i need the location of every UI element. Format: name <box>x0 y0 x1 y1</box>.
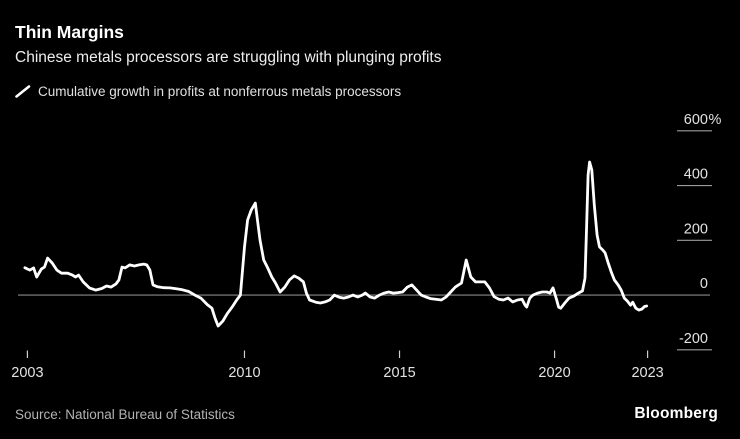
chart-subtitle: Chinese metals processors are struggling… <box>15 48 442 66</box>
chart-title: Thin Margins <box>15 22 124 42</box>
legend-label: Cumulative growth in profits at nonferro… <box>38 84 402 99</box>
x-axis-label: 2010 <box>228 365 260 381</box>
x-axis-label: 2020 <box>538 365 570 381</box>
x-axis-label: 2023 <box>631 365 663 381</box>
bloomberg-logo: Bloomberg <box>634 405 718 422</box>
y-axis-label: -200 <box>679 331 708 347</box>
line-series-icon <box>15 85 31 98</box>
y-axis-unit: % <box>709 112 722 128</box>
x-axis-label: 2015 <box>383 365 415 381</box>
x-axis-label: 2003 <box>11 365 43 381</box>
legend: Cumulative growth in profits at nonferro… <box>15 84 401 99</box>
y-axis-label: 600 <box>684 112 708 128</box>
y-axis-label: 400 <box>684 167 708 183</box>
profit-growth-line <box>23 160 649 328</box>
source-note: Source: National Bureau of Statistics <box>15 407 235 422</box>
y-axis-label: 0 <box>700 276 708 292</box>
y-axis-label: 200 <box>684 221 708 237</box>
chart-header: Thin Margins Chinese metals processors a… <box>15 22 441 67</box>
